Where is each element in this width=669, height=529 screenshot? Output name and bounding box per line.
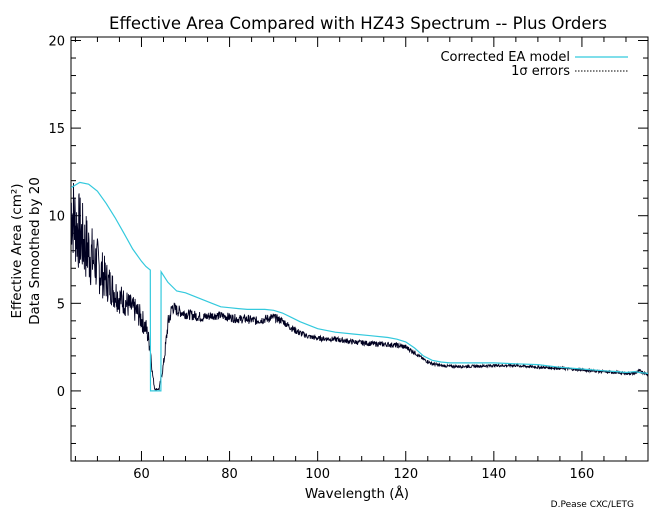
- axis-ticks: 60 80 100 120 140 160 0 5 10 15 20: [48, 35, 649, 482]
- plot-frame: [70, 36, 649, 462]
- chart-title: Effective Area Compared with HZ43 Spectr…: [109, 14, 607, 33]
- y-tick-label: 10: [48, 210, 65, 225]
- x-axis-label: Wavelength (Å): [305, 485, 409, 502]
- credit-text: D.Pease CXC/LETG: [551, 500, 634, 510]
- legend-label-errors: 1σ errors: [511, 64, 570, 79]
- y-tick-label: 0: [57, 385, 65, 400]
- y-tick-label: 20: [48, 35, 65, 50]
- legend-label-model: Corrected EA model: [440, 50, 570, 65]
- data-series-line: [71, 182, 648, 392]
- x-tick-label: 120: [393, 467, 418, 482]
- legend: Corrected EA model 1σ errors: [440, 50, 628, 79]
- y-axis-label-line2: Data Smoothed by 20: [27, 177, 43, 325]
- x-tick-label: 80: [221, 467, 238, 482]
- x-tick-label: 140: [481, 467, 506, 482]
- y-tick-label: 15: [48, 122, 65, 137]
- y-tick-label: 5: [57, 297, 65, 312]
- x-tick-label: 100: [305, 467, 330, 482]
- ea-model-line: [71, 181, 648, 392]
- x-tick-label: 60: [133, 467, 150, 482]
- x-tick-label: 160: [570, 467, 595, 482]
- y-axis-label-line1: Effective Area (cm²): [9, 183, 25, 318]
